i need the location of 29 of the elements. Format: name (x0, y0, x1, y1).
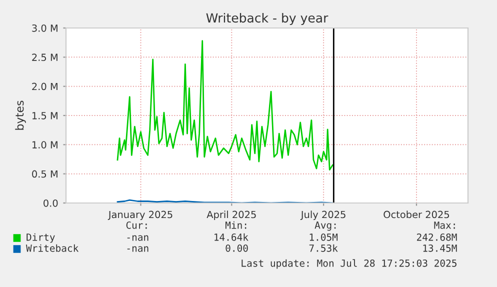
y-tick-label: 2.5 M (32, 54, 58, 61)
y-tick-label: 1.0 M (32, 141, 58, 148)
text: Avg: (314, 222, 336, 231)
y-tick-label: 2.0 M (32, 82, 58, 90)
text: Last update: Mon Jul 28 17:25:03 2025 (242, 259, 456, 269)
legend-label: Dirty (26, 233, 55, 243)
y-tick-label: 0.0 (44, 199, 58, 207)
line-series (116, 40, 334, 170)
text: 14.64k (214, 233, 248, 241)
y-axis-title: bytes (15, 100, 26, 130)
text: Min: (225, 221, 246, 229)
y-tick-label: 0.5 M (32, 170, 58, 178)
text: 0.00 (226, 244, 248, 252)
x-tick-label: October 2025 (384, 210, 450, 218)
text: -nan (127, 235, 148, 241)
legend-label: Writeback (26, 244, 79, 252)
text: 1.05M (310, 233, 338, 241)
chart-title: Writeback - by year (206, 12, 328, 26)
text: -nan (127, 246, 148, 252)
y-tick-label: 1.5 M (32, 112, 58, 120)
text: Cur: (126, 221, 147, 229)
x-tick-label: July 2025 (300, 210, 346, 220)
text: Max: (434, 222, 455, 229)
x-tick-label: January 2025 (108, 210, 172, 220)
text: 13.45M (423, 244, 457, 252)
y-tick-label: 3.0 M (32, 24, 58, 32)
text: 242.68M (416, 233, 457, 241)
text: 7.53k (309, 244, 338, 252)
x-tick-label: April 2025 (206, 210, 256, 220)
